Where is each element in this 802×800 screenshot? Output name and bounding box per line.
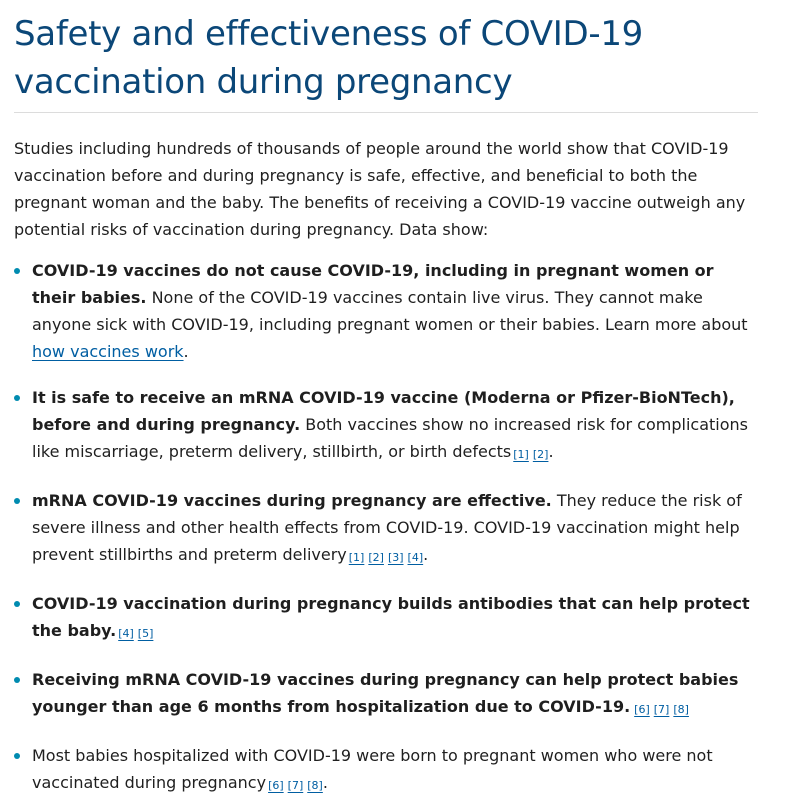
- reference-link[interactable]: [7]: [653, 703, 670, 716]
- bullet-icon: [14, 268, 20, 274]
- reference-link[interactable]: [1]: [348, 551, 365, 564]
- item-bold: It is safe to receive an mRNA COVID-19 v…: [32, 388, 735, 434]
- facts-list: COVID-19 vaccines do not cause COVID-19,…: [14, 257, 758, 799]
- reference-link[interactable]: [7]: [287, 779, 304, 792]
- list-item: It is safe to receive an mRNA COVID-19 v…: [14, 384, 758, 468]
- item-after: .: [322, 773, 328, 792]
- item-bold: Receiving mRNA COVID-19 vaccines during …: [32, 670, 739, 716]
- item-bold: COVID-19 vaccination during pregnancy bu…: [32, 594, 750, 640]
- how-vaccines-work-link[interactable]: how vaccines work: [32, 342, 184, 361]
- list-item: COVID-19 vaccines do not cause COVID-19,…: [14, 257, 758, 365]
- bullet-icon: [14, 601, 20, 607]
- item-after: .: [183, 342, 189, 361]
- item-text: None of the COVID-19 vaccines contain li…: [32, 288, 748, 334]
- item-text: Most babies hospitalized with COVID-19 w…: [32, 746, 713, 792]
- reference-link[interactable]: [5]: [137, 627, 154, 640]
- title-divider: [14, 112, 758, 113]
- article: Safety and effectiveness of COVID-19 vac…: [14, 14, 758, 799]
- bullet-icon: [14, 395, 20, 401]
- bullet-icon: [14, 753, 20, 759]
- list-item: Most babies hospitalized with COVID-19 w…: [14, 742, 758, 799]
- reference-link[interactable]: [2]: [368, 551, 384, 564]
- reference-link[interactable]: [6]: [268, 779, 284, 792]
- reference-link[interactable]: [4]: [118, 627, 134, 640]
- list-item: Receiving mRNA COVID-19 vaccines during …: [14, 666, 758, 723]
- reference-link[interactable]: [2]: [532, 448, 549, 461]
- reference-link[interactable]: [3]: [387, 551, 404, 564]
- item-after: .: [548, 442, 554, 461]
- page-title: Safety and effectiveness of COVID-19 vac…: [14, 14, 644, 102]
- list-item: COVID-19 vaccination during pregnancy bu…: [14, 590, 758, 647]
- reference-link[interactable]: [8]: [307, 779, 323, 792]
- item-text: They reduce the risk of severe illness a…: [32, 491, 742, 564]
- reference-link[interactable]: [6]: [634, 703, 650, 716]
- item-bold: COVID-19 vaccines do not cause COVID-19,…: [32, 261, 714, 307]
- reference-link[interactable]: [4]: [407, 551, 424, 564]
- item-after: .: [423, 545, 429, 564]
- item-text: Both vaccines show no increased risk for…: [32, 415, 748, 461]
- bullet-icon: [14, 677, 20, 683]
- reference-link[interactable]: [1]: [513, 448, 529, 461]
- intro-paragraph: Studies including hundreds of thousands …: [14, 139, 746, 239]
- item-bold: mRNA COVID-19 vaccines during pregnancy …: [32, 491, 552, 510]
- bullet-icon: [14, 498, 20, 504]
- reference-link[interactable]: [8]: [673, 703, 689, 716]
- list-item: mRNA COVID-19 vaccines during pregnancy …: [14, 487, 758, 571]
